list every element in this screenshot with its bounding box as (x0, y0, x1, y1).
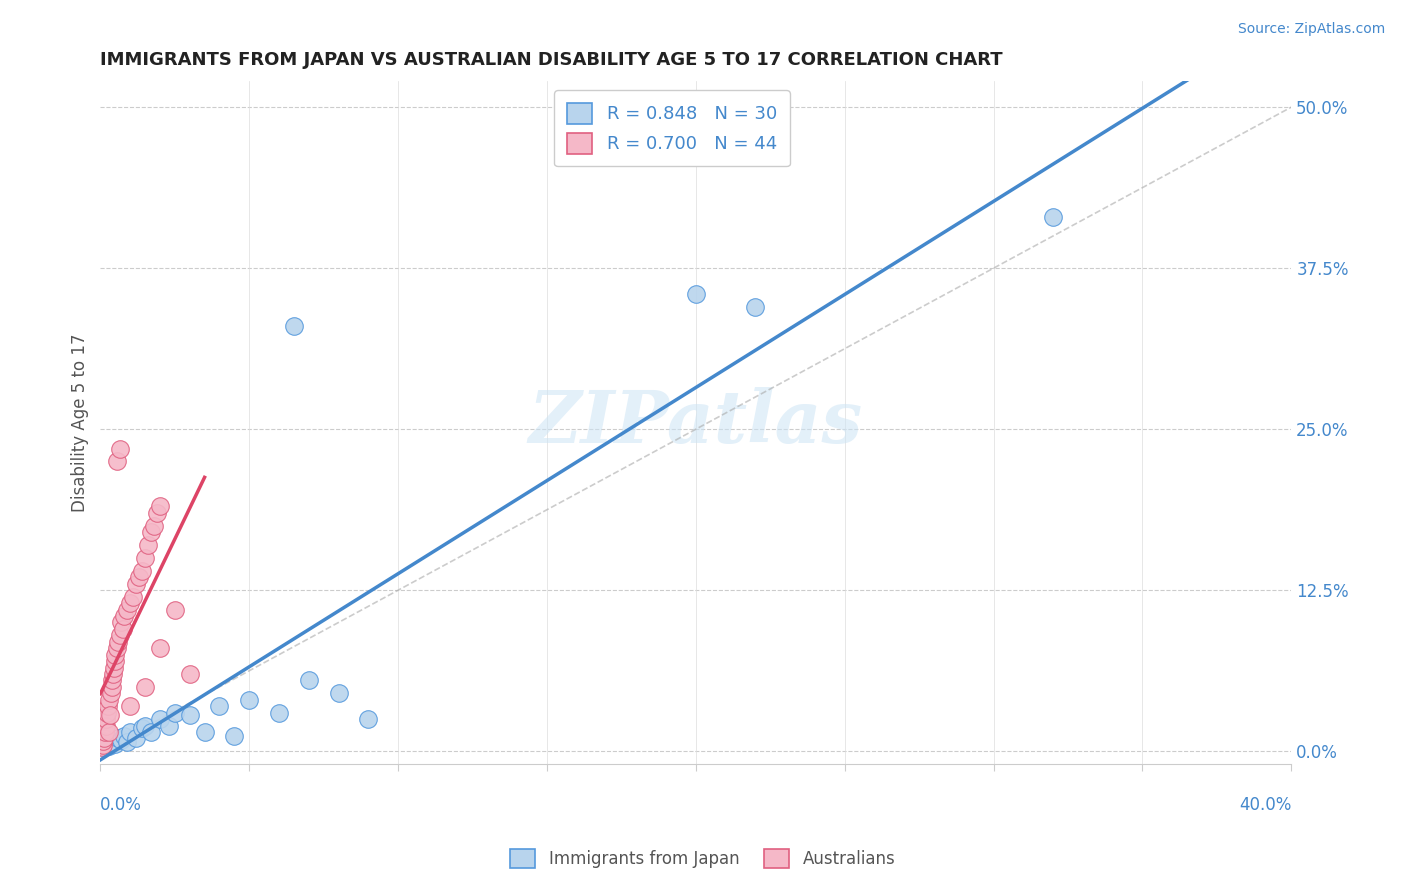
Point (93, 731, 115, 746)
Point (107, 731, 129, 746)
Point (149, 712, 172, 726)
Point (104, 648, 127, 662)
Point (357, 712, 380, 726)
Point (108, 628, 131, 642)
Point (224, 729, 246, 743)
Point (163, 602, 186, 616)
Point (136, 538, 159, 552)
Point (125, 731, 148, 746)
Text: ZIPatlas: ZIPatlas (529, 387, 863, 458)
Point (108, 442, 131, 456)
Point (94, 725, 117, 739)
Point (91, 740, 114, 755)
Point (157, 718, 180, 732)
Point (115, 602, 138, 616)
Point (238, 692, 260, 706)
Point (100, 680, 122, 694)
Point (139, 725, 162, 739)
Point (110, 732, 132, 747)
Point (122, 590, 145, 604)
Point (112, 729, 135, 743)
Point (98, 725, 121, 739)
Text: 40.0%: 40.0% (1239, 797, 1291, 814)
Point (97, 692, 120, 706)
Point (149, 500, 172, 514)
Point (107, 634, 129, 648)
Legend: Immigrants from Japan, Australians: Immigrants from Japan, Australians (503, 842, 903, 875)
Point (125, 576, 148, 591)
Point (179, 708, 201, 723)
Point (146, 506, 169, 520)
Point (179, 667, 201, 681)
Point (110, 615, 132, 630)
Text: Source: ZipAtlas.com: Source: ZipAtlas.com (1237, 22, 1385, 37)
Point (98, 739, 121, 753)
Point (208, 699, 231, 714)
Legend: R = 0.848   N = 30, R = 0.700   N = 44: R = 0.848 N = 30, R = 0.700 N = 44 (554, 90, 790, 167)
Point (96, 738, 118, 752)
Point (149, 641, 172, 656)
Point (134, 680, 156, 694)
Point (101, 673, 124, 688)
Point (90, 740, 112, 755)
Point (104, 654, 127, 668)
Point (120, 596, 142, 610)
Point (685, 287, 707, 301)
Point (111, 622, 134, 636)
Point (131, 564, 153, 578)
Point (283, 319, 305, 334)
Point (128, 570, 150, 584)
Point (1042, 210, 1064, 224)
Point (131, 721, 153, 735)
Point (193, 725, 215, 739)
Point (105, 454, 128, 468)
Point (103, 660, 125, 674)
Point (112, 609, 135, 624)
Point (101, 667, 124, 681)
Point (267, 706, 290, 720)
Point (98, 708, 121, 723)
Point (298, 673, 321, 688)
Point (328, 686, 350, 700)
Point (91, 734, 114, 748)
Point (139, 525, 162, 540)
Point (97, 699, 120, 714)
Point (104, 737, 127, 751)
Text: IMMIGRANTS FROM JAPAN VS AUSTRALIAN DISABILITY AGE 5 TO 17 CORRELATION CHART: IMMIGRANTS FROM JAPAN VS AUSTRALIAN DISA… (100, 51, 1002, 69)
Point (134, 718, 156, 732)
Point (163, 706, 186, 720)
Point (101, 734, 124, 748)
Point (100, 686, 122, 700)
Point (105, 641, 128, 656)
Text: 0.0%: 0.0% (100, 797, 142, 814)
Point (91, 738, 114, 752)
Point (120, 699, 142, 714)
Point (115, 735, 138, 749)
Point (744, 300, 766, 314)
Point (96, 712, 118, 726)
Point (94, 718, 117, 732)
Point (142, 518, 165, 533)
Point (120, 725, 142, 739)
Point (134, 551, 156, 566)
Y-axis label: Disability Age 5 to 17: Disability Age 5 to 17 (72, 334, 89, 512)
Point (96, 706, 118, 720)
